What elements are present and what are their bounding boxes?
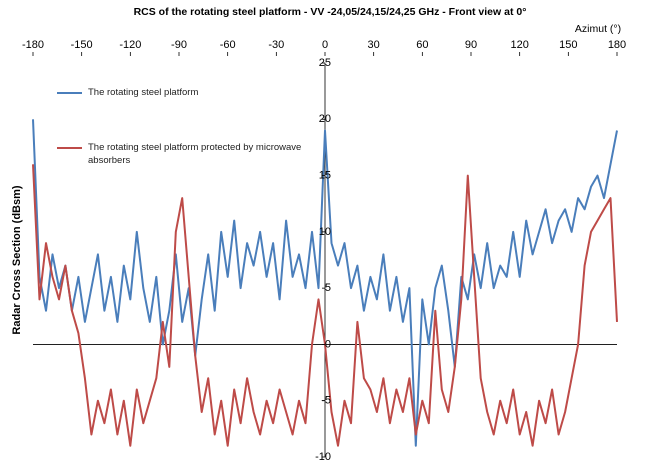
legend-label: The rotating steel platform <box>88 87 199 98</box>
x-tick-label: -90 <box>171 39 187 51</box>
y-tick-label: -5 <box>321 395 331 407</box>
x-tick-label: 0 <box>322 39 328 51</box>
x-tick-label: -150 <box>71 39 93 51</box>
series-line <box>32 119 618 447</box>
x-tick-label: 150 <box>559 39 577 51</box>
x-tick-label: -30 <box>268 39 284 51</box>
x-tick-label: 120 <box>510 39 528 51</box>
x-axis-label: Azimut (°) <box>575 23 621 35</box>
x-tick-label: 30 <box>368 39 380 51</box>
y-axis-label: Radar Cross Section (dBsm) <box>11 185 23 334</box>
y-tick-label: 5 <box>325 282 331 294</box>
x-tick-label: 60 <box>416 39 428 51</box>
x-tick-label: 90 <box>465 39 477 51</box>
legend-label: The rotating steel platform protected by… <box>88 142 302 166</box>
x-tick-label: 180 <box>608 39 626 51</box>
x-tick-label: -180 <box>22 39 44 51</box>
y-tick-label: 0 <box>325 338 331 350</box>
x-tick-label: -120 <box>119 39 141 51</box>
chart-title: RCS of the rotating steel platform - VV … <box>134 6 527 18</box>
x-tick-label: -60 <box>220 39 236 51</box>
